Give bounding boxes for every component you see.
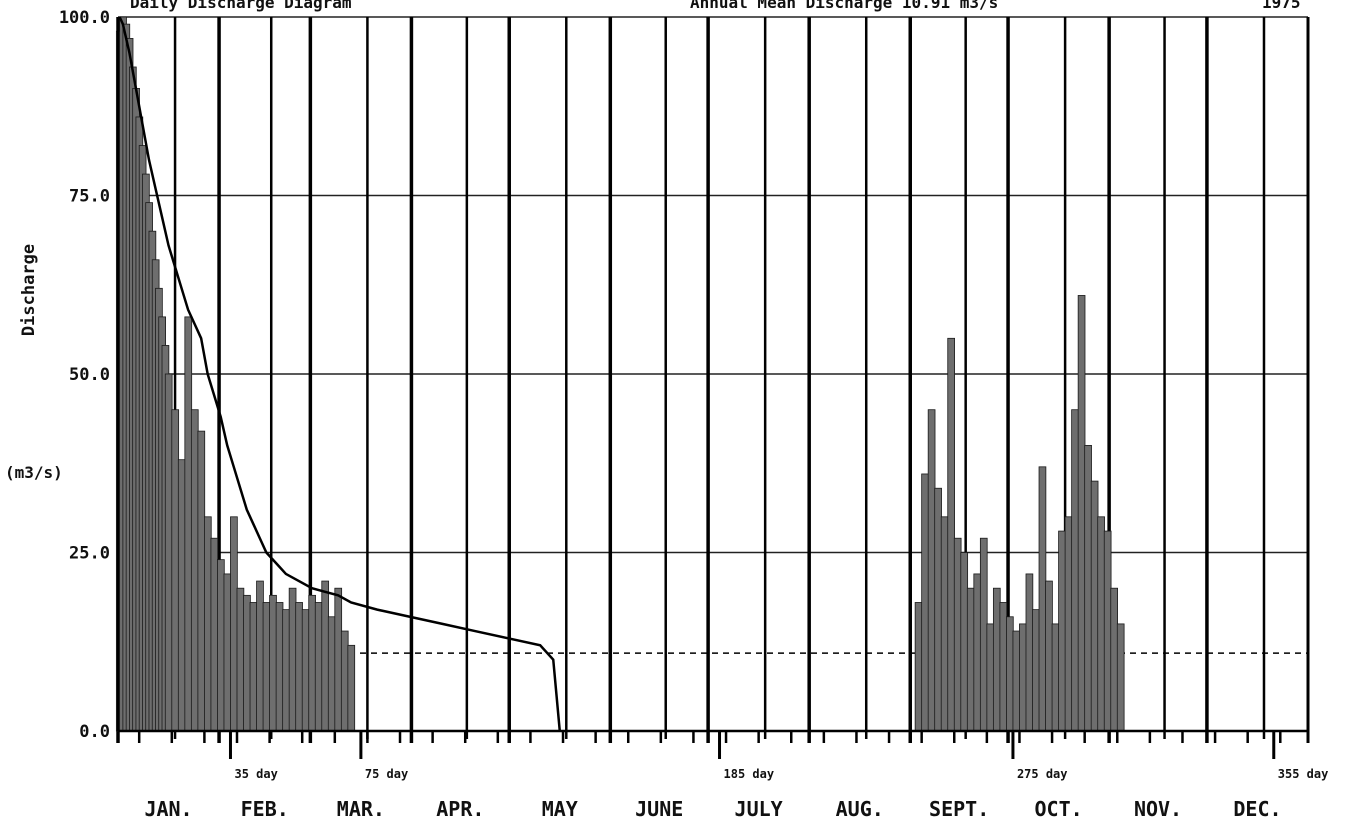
discharge-bar bbox=[940, 516, 949, 732]
discharge-bar bbox=[1103, 530, 1112, 732]
discharge-bar bbox=[973, 573, 982, 732]
discharge-bar bbox=[1116, 623, 1125, 732]
discharge-bar bbox=[347, 644, 356, 732]
discharge-bar bbox=[999, 602, 1008, 732]
month-label: FEB. bbox=[241, 797, 289, 821]
discharge-bar bbox=[282, 609, 290, 732]
y-axis-label: Discharge bbox=[19, 244, 39, 336]
discharge-bar bbox=[197, 430, 206, 732]
discharge-bar bbox=[1097, 516, 1105, 732]
discharge-bar bbox=[1025, 573, 1034, 732]
y-axis-unit: (m3/s) bbox=[5, 463, 63, 482]
discharge-bar bbox=[1051, 623, 1060, 732]
month-label: MAY bbox=[542, 797, 578, 821]
month-label: DEC. bbox=[1233, 797, 1281, 821]
y-tick-label: 75.0 bbox=[69, 187, 110, 207]
discharge-bar bbox=[914, 602, 923, 732]
month-label: JAN. bbox=[144, 797, 192, 821]
axis-labels: 0.0 25.0 50.0 75.0 100.0 JAN. FEB. MAR. APR. MAY J… bbox=[59, 8, 1329, 821]
month-label: APR. bbox=[436, 797, 484, 821]
discharge-bar bbox=[986, 623, 995, 732]
discharge-bar bbox=[1064, 516, 1073, 732]
discharge-bar bbox=[308, 594, 316, 732]
month-label: NOV. bbox=[1134, 797, 1182, 821]
discharge-bar bbox=[1045, 580, 1053, 732]
discharge-bar bbox=[334, 587, 343, 732]
discharge-bar bbox=[1058, 530, 1066, 732]
discharge-bar bbox=[223, 573, 232, 732]
header-year: 1975 bbox=[1262, 0, 1301, 12]
discharge-bar bbox=[1071, 409, 1079, 732]
y-tick-label: 50.0 bbox=[69, 365, 110, 385]
discharge-bar bbox=[1090, 480, 1099, 732]
discharge-bar bbox=[327, 616, 336, 732]
discharge-bar bbox=[243, 594, 251, 732]
discharge-bar bbox=[269, 594, 277, 732]
discharge-bar bbox=[1012, 630, 1021, 732]
discharge-bar bbox=[1110, 587, 1118, 732]
discharge-bar bbox=[979, 537, 988, 732]
discharge-bar bbox=[262, 602, 271, 732]
discharge-bar bbox=[256, 580, 264, 732]
discharge-bar bbox=[295, 602, 303, 732]
discharge-bar bbox=[960, 552, 969, 732]
discharge-bar bbox=[321, 580, 330, 732]
header-mean-discharge: Annual Mean Discharge 10.91 m3/s bbox=[690, 0, 998, 12]
month-label: MAR. bbox=[337, 797, 385, 821]
month-label: SEPT. bbox=[929, 797, 989, 821]
discharge-bar bbox=[236, 587, 245, 732]
month-label: JULY bbox=[735, 797, 783, 821]
axes bbox=[116, 17, 1310, 759]
discharge-bar bbox=[275, 602, 284, 732]
discharge-bar bbox=[1077, 295, 1086, 732]
duration-curve-line bbox=[118, 16, 562, 732]
discharge-bar bbox=[210, 537, 219, 732]
y-tick-label: 25.0 bbox=[69, 544, 110, 564]
discharge-bar bbox=[230, 516, 238, 732]
discharge-bar bbox=[164, 373, 173, 732]
duration-curve-layer bbox=[118, 16, 562, 732]
y-tick-label: 100.0 bbox=[59, 8, 110, 28]
discharge-bar bbox=[934, 487, 942, 732]
discharge-bar bbox=[314, 602, 323, 732]
day-marker-label: 275 day bbox=[1017, 767, 1068, 781]
discharge-bar bbox=[927, 409, 936, 732]
discharge-bar bbox=[1006, 616, 1014, 732]
day-marker-label: 185 day bbox=[724, 767, 775, 781]
day-marker-label: 355 day bbox=[1278, 767, 1329, 781]
month-label: OCT. bbox=[1035, 797, 1083, 821]
discharge-bar bbox=[1019, 623, 1027, 732]
month-label: JUNE bbox=[635, 797, 683, 821]
discharge-bar bbox=[177, 459, 186, 732]
discharge-bar bbox=[966, 587, 975, 732]
discharge-bar bbox=[171, 409, 180, 732]
discharge-bar bbox=[1084, 444, 1092, 732]
discharge-bar bbox=[1032, 609, 1040, 732]
day-marker-label: 75 day bbox=[365, 767, 408, 781]
discharge-bar bbox=[340, 630, 349, 732]
discharge-bar bbox=[190, 409, 199, 732]
discharge-bar bbox=[203, 516, 212, 732]
discharge-bar bbox=[217, 559, 225, 732]
discharge-bars bbox=[115, 16, 1125, 732]
discharge-bar bbox=[288, 587, 297, 732]
discharge-bar bbox=[921, 473, 929, 732]
y-tick-label: 0.0 bbox=[79, 722, 110, 742]
discharge-bar bbox=[249, 602, 258, 732]
discharge-bar bbox=[953, 537, 962, 732]
discharge-bar bbox=[947, 337, 955, 732]
discharge-bar bbox=[1038, 466, 1047, 732]
month-label: AUG. bbox=[836, 797, 884, 821]
header-title: Daily Discharge Diagram bbox=[130, 0, 352, 12]
discharge-bar bbox=[301, 609, 310, 732]
discharge-bar bbox=[184, 316, 193, 732]
discharge-bar bbox=[992, 587, 1001, 732]
day-marker-label: 35 day bbox=[234, 767, 277, 781]
